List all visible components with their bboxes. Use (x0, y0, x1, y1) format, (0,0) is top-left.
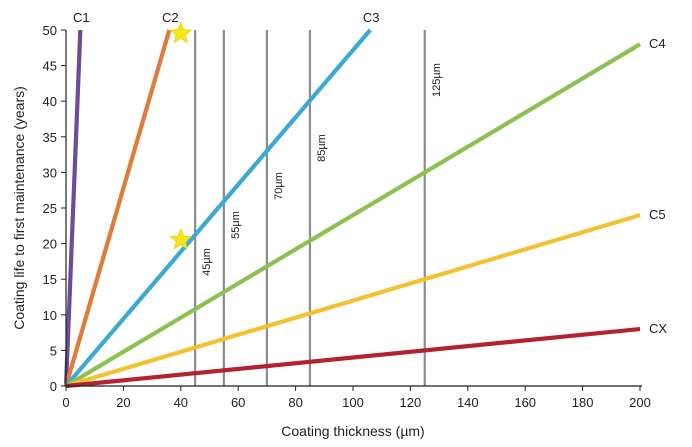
reference-label-55: 55µm (230, 211, 242, 239)
series-line-c4 (64, 42, 642, 388)
y-ticks: 0 5 10 15 20 25 30 35 40 45 50 (43, 23, 66, 394)
y-tick-label: 40 (43, 94, 57, 109)
x-tick-label: 120 (400, 395, 422, 410)
x-tick-label: 140 (457, 395, 479, 410)
series-line-c2 (63, 29, 172, 387)
y-axis-title: Coating life to first maintenance (years… (11, 86, 27, 330)
x-tick-label: 40 (174, 395, 188, 410)
reference-label-85: 85µm (316, 134, 328, 162)
x-tick-label: 20 (116, 395, 130, 410)
y-tick-label: 45 (43, 59, 57, 74)
x-axis-title: Coating thickness (µm) (281, 423, 424, 439)
y-tick-label: 35 (43, 130, 57, 145)
y-tick-label: 10 (43, 308, 57, 323)
x-tick-label: 60 (231, 395, 245, 410)
x-tick-label: 200 (629, 395, 651, 410)
series-line-cx (65, 326, 641, 389)
reference-label-70: 70µm (273, 172, 285, 200)
series-label-c5: C5 (649, 207, 666, 222)
reference-lines: 45µm 55µm 70µm 85µm 125µm (194, 30, 443, 386)
y-tick-label: 30 (43, 165, 57, 180)
reference-label-45: 45µm (201, 248, 213, 276)
series-line-c3 (64, 28, 372, 388)
series-line-c5 (65, 213, 641, 389)
y-tick-label: 15 (43, 272, 57, 287)
reference-label-125: 125µm (431, 63, 443, 97)
x-tick-label: 80 (288, 395, 302, 410)
series-label-c4: C4 (649, 36, 666, 51)
x-ticks: 0 20 40 60 80 100 120 140 160 180 200 (62, 386, 651, 410)
series-label-c2: C2 (162, 10, 179, 25)
series-label-c3: C3 (363, 10, 380, 25)
y-tick-label: 25 (43, 201, 57, 216)
markers (169, 21, 193, 250)
star-marker-2 (169, 227, 193, 250)
x-tick-label: 0 (62, 395, 69, 410)
y-tick-label: 0 (50, 379, 57, 394)
x-tick-label: 100 (342, 395, 364, 410)
x-tick-label: 180 (572, 395, 594, 410)
y-tick-label: 20 (43, 237, 57, 252)
x-tick-label: 160 (514, 395, 536, 410)
series-labels: C1 C2 C3 C4 C5 CX (73, 10, 667, 336)
series-label-cx: CX (649, 321, 667, 336)
series-label-c1: C1 (73, 10, 90, 25)
y-tick-label: 50 (43, 23, 57, 38)
y-tick-label: 5 (50, 343, 57, 358)
star-marker-1 (169, 21, 193, 44)
series-lines (63, 28, 642, 389)
series-line-c1 (63, 29, 83, 387)
